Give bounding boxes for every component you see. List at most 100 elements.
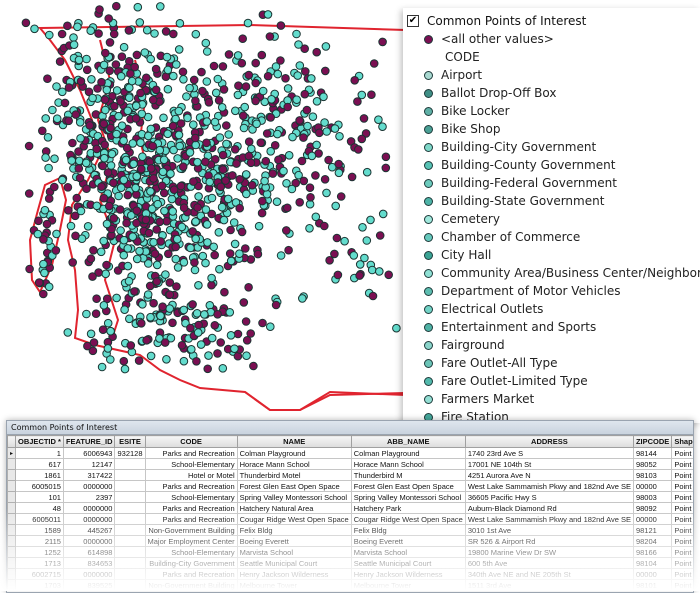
row-selector[interactable] [7,535,17,547]
poi-point[interactable] [334,168,344,178]
poi-point[interactable] [203,238,212,247]
poi-point[interactable] [369,59,379,68]
poi-point[interactable] [321,42,331,51]
poi-point[interactable] [201,157,210,167]
poi-point[interactable] [222,139,231,149]
poi-point[interactable] [219,215,229,225]
poi-point[interactable] [151,64,161,74]
poi-point[interactable] [194,192,203,201]
poi-point[interactable] [331,201,341,211]
poi-point[interactable] [120,305,129,315]
poi-point[interactable] [99,60,109,70]
poi-point[interactable] [144,259,153,268]
poi-point[interactable] [231,106,240,116]
poi-point[interactable] [125,93,134,102]
poi-point[interactable] [237,227,247,237]
row-selector[interactable] [7,480,17,492]
poi-point[interactable] [193,157,202,167]
poi-point[interactable] [270,141,280,150]
poi-point[interactable] [266,147,276,156]
poi-point[interactable] [202,138,211,148]
poi-point[interactable] [88,93,97,103]
poi-point[interactable] [297,156,307,166]
poi-point[interactable] [159,113,168,123]
poi-point[interactable] [102,219,112,229]
poi-point[interactable] [88,272,97,281]
poi-point[interactable] [190,258,199,267]
poi-point[interactable] [42,219,52,229]
legend-item[interactable]: Fare Outlet-Limited Type [424,372,588,390]
table-row[interactable]: 6002715 0000000 Parks and Recreation Henry … [7,568,693,580]
poi-point[interactable] [198,251,208,261]
poi-point[interactable] [52,229,61,239]
poi-point[interactable] [202,220,212,229]
poi-points-layer[interactable] [21,1,401,374]
poi-point[interactable] [203,364,212,374]
poi-point[interactable] [225,249,235,258]
poi-point[interactable] [205,177,214,187]
row-selector[interactable] [7,579,17,591]
poi-point[interactable] [312,140,321,150]
column-header[interactable]: CODE [144,435,238,448]
poi-point[interactable] [165,278,175,287]
column-header[interactable]: NAME [236,435,352,448]
poi-point[interactable] [276,251,286,260]
poi-point[interactable] [249,361,258,371]
poi-point[interactable] [103,168,113,177]
poi-point[interactable] [100,140,109,150]
poi-point[interactable] [253,249,263,259]
poi-point[interactable] [202,117,212,126]
poi-point[interactable] [189,75,199,85]
poi-point[interactable] [322,188,331,198]
poi-point[interactable] [68,258,77,267]
poi-point[interactable] [55,57,65,66]
poi-point[interactable] [132,254,142,264]
poi-point[interactable] [263,71,273,81]
poi-point[interactable] [192,357,201,366]
poi-point[interactable] [162,355,171,364]
poi-point[interactable] [94,29,103,38]
poi-point[interactable] [86,26,95,36]
poi-point[interactable] [173,154,182,163]
poi-point[interactable] [94,268,103,277]
poi-point[interactable] [242,189,251,199]
poi-point[interactable] [106,123,115,133]
table-row[interactable]: 617 12147 School-Elementary Horace Mann Sch… [7,458,693,470]
poi-point[interactable] [353,97,362,106]
poi-point[interactable] [157,181,167,191]
poi-point[interactable] [378,122,387,131]
poi-point[interactable] [103,344,113,353]
poi-point[interactable] [107,149,117,159]
poi-point[interactable] [368,291,378,301]
poi-point[interactable] [298,294,307,303]
poi-point[interactable] [218,150,228,160]
poi-point[interactable] [33,229,43,239]
poi-point[interactable] [116,226,125,235]
poi-point[interactable] [244,137,254,146]
poi-point[interactable] [96,247,106,257]
poi-point[interactable] [132,171,141,181]
poi-point[interactable] [205,301,215,310]
poi-point[interactable] [229,218,239,227]
poi-point[interactable] [101,105,110,115]
poi-point[interactable] [176,119,186,128]
poi-point[interactable] [307,151,317,161]
poi-point[interactable] [146,351,156,361]
poi-point[interactable] [201,205,211,214]
poi-point[interactable] [242,351,251,361]
poi-point[interactable] [185,83,194,93]
poi-point[interactable] [201,38,211,48]
table-row[interactable]: 6005015 0000000 Parks and Recreation Forest… [7,480,693,492]
table-row[interactable]: 1703 839525 Non-Government Building Melbour… [7,579,693,591]
poi-point[interactable] [63,328,73,337]
row-selector[interactable]: ▸ [7,447,17,459]
poi-point[interactable] [359,114,369,123]
poi-point[interactable] [233,329,243,339]
poi-point[interactable] [57,29,67,39]
poi-point[interactable] [119,235,129,245]
poi-point[interactable] [51,246,61,255]
poi-point[interactable] [98,161,108,171]
poi-point[interactable] [175,19,185,28]
poi-point[interactable] [257,208,267,218]
legend-item[interactable]: Airport [424,66,482,84]
